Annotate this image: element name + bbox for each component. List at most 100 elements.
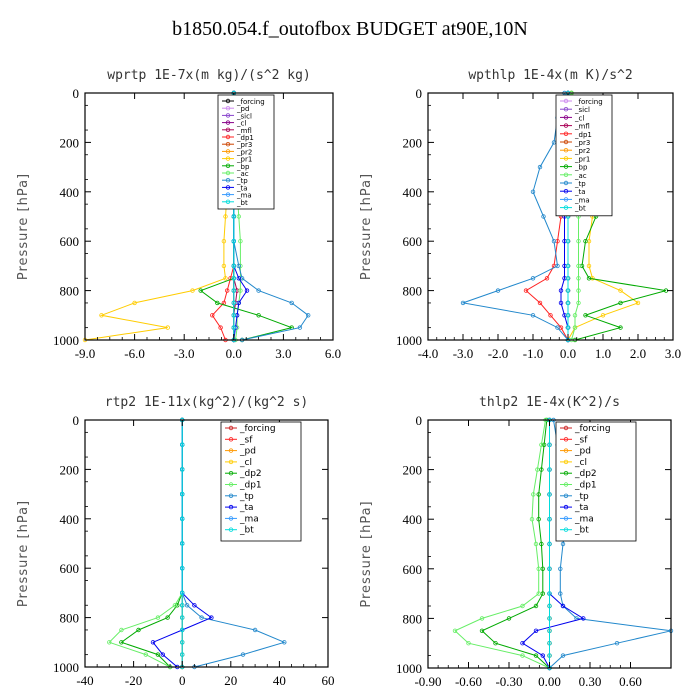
y-tick-label: 600 [403, 562, 423, 577]
series-point [547, 541, 552, 547]
series-point [155, 615, 161, 620]
legend-marker [225, 120, 231, 125]
series-point [179, 652, 185, 657]
series-point [179, 442, 185, 447]
legend-marker [228, 459, 234, 465]
panel-title: wpthlp 1E-4x(m K)/s^2 [468, 68, 632, 83]
series-point [252, 627, 258, 633]
series-point [452, 628, 458, 633]
legend-entry: _ma [574, 196, 590, 204]
panel-title: wprtp 1E-7x(m kg)/(s^2 kg) [107, 68, 311, 83]
series-point [179, 491, 185, 497]
series-point [231, 238, 236, 244]
series-point [165, 615, 170, 620]
x-tick-label: 40 [273, 673, 286, 688]
series-line-tp [461, 92, 569, 341]
legend-entry: _pd [574, 447, 591, 457]
y-tick-label: 600 [60, 561, 80, 576]
series-point [618, 288, 623, 293]
series-point [581, 616, 586, 621]
series-point [184, 603, 190, 608]
legend-entry: _bt [574, 526, 589, 536]
series-point [236, 300, 241, 306]
series-point [558, 300, 564, 306]
legend-marker [225, 113, 231, 118]
legend-entry: _sf [239, 435, 253, 445]
x-tick-label: -40 [76, 673, 93, 688]
series-point [150, 640, 156, 645]
series-point [223, 276, 228, 281]
legend-entry: _mfl [574, 123, 590, 131]
series-point [221, 263, 227, 269]
legend-marker [563, 482, 569, 487]
series-point [540, 653, 545, 658]
series-point [541, 442, 547, 447]
series-point [179, 627, 185, 633]
legend-box [220, 421, 302, 542]
series-point [231, 276, 236, 281]
series-point [572, 325, 578, 330]
y-tick-label: 400 [60, 512, 80, 527]
series-point [231, 288, 236, 293]
series-point [179, 566, 185, 571]
series-point [565, 263, 571, 269]
series-point [240, 652, 246, 657]
legend-marker [225, 156, 231, 161]
legend-marker [228, 437, 234, 442]
series-point [533, 541, 539, 547]
series-point [179, 590, 185, 596]
legend-entry: _forcing [574, 424, 611, 434]
legend-marker [563, 493, 569, 498]
series-point [586, 276, 592, 281]
legend-marker [563, 197, 569, 202]
series-point [215, 300, 220, 306]
series-point [236, 263, 241, 269]
series-point [520, 603, 525, 609]
x-tick-label: 0.0 [560, 346, 576, 361]
legend-entry: _pd [239, 447, 256, 457]
series-point [179, 603, 185, 608]
legend-marker [228, 527, 234, 532]
series-point [210, 313, 215, 318]
legend-entry: _cl [574, 114, 584, 122]
legend-entry: _pr2 [574, 147, 590, 155]
legend-marker [563, 131, 569, 136]
y-axis-label: Pressure [hPa] [16, 500, 31, 607]
legend-marker [563, 516, 569, 521]
series-line-dp2 [481, 419, 550, 669]
series-point [155, 652, 161, 657]
series-point [535, 467, 540, 472]
legend-marker [225, 163, 231, 168]
y-tick-label: 1000 [396, 333, 422, 348]
y-tick-label: 400 [403, 512, 423, 527]
series-point [479, 616, 485, 621]
series-point [565, 325, 571, 330]
series-point [614, 641, 620, 646]
series-point [520, 653, 525, 658]
series-point [576, 276, 581, 281]
series-point [583, 313, 588, 318]
series-point [493, 641, 498, 646]
legend-marker [563, 205, 569, 210]
legend-entry: _pr1 [574, 155, 590, 163]
series-point [530, 313, 536, 318]
legend-entry: _dp1 [574, 481, 597, 491]
series-point [466, 641, 471, 646]
y-tick-label: 200 [403, 135, 423, 150]
legend-entry: _sicl [236, 112, 252, 120]
series-point [536, 591, 541, 596]
series-point [547, 467, 552, 472]
legend-marker [563, 106, 569, 112]
series-point [179, 541, 185, 546]
series-point [547, 517, 552, 522]
legend-entry: _dp2 [239, 469, 262, 479]
series-point [530, 189, 536, 194]
legend-entry: _cl [236, 120, 246, 128]
series-point [547, 442, 552, 447]
legend-marker [225, 134, 231, 140]
legend-entry: _mfl [236, 127, 252, 135]
series-point [565, 238, 571, 244]
series-point [560, 653, 566, 658]
x-tick-label: -20 [125, 673, 142, 688]
